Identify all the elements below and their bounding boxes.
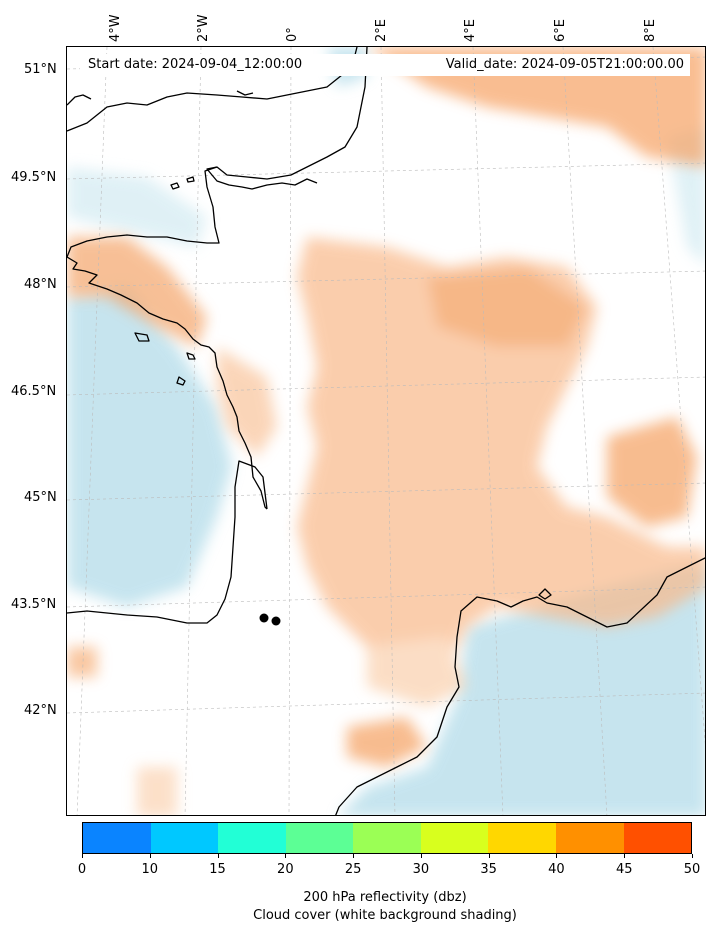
colorbar-tickmark — [624, 854, 626, 858]
lon-label: 4°E — [463, 19, 478, 42]
colorbar-tickmark — [149, 854, 151, 858]
colorbar-tickmark — [285, 854, 287, 858]
station-marker — [259, 613, 269, 623]
start-date-label: Start date: 2024-09-04_12:00:00 — [88, 57, 303, 72]
colorbar-tick-label: 15 — [209, 862, 226, 877]
colorbar-tick-label: 25 — [344, 862, 362, 877]
valid-date-label: Valid_date: 2024-09-05T21:00:00.00 — [445, 57, 684, 72]
map-canvas — [67, 47, 705, 815]
colorbar-segment — [555, 823, 624, 853]
station-marker — [271, 616, 281, 626]
station-markers — [259, 613, 281, 626]
colorbar-tickmark — [488, 854, 490, 858]
colorbar-segment — [353, 823, 421, 853]
colorbar-segment — [83, 823, 151, 853]
colorbar-tickmark — [556, 854, 558, 858]
colorbar-tick-label: 50 — [683, 862, 701, 877]
colorbar-tick-label: 35 — [480, 862, 497, 877]
coastlines — [67, 47, 705, 815]
lat-label: 45°N — [24, 490, 57, 505]
lon-label: 6°E — [553, 19, 568, 42]
colorbar-tick-label: 20 — [277, 862, 294, 877]
colorbar-sublabel: Cloud cover (white background shading) — [253, 908, 517, 923]
colorbar-tickmark — [692, 854, 693, 858]
colorbar-tick-label: 10 — [141, 862, 159, 877]
colorbar-tick-label: 40 — [548, 862, 565, 877]
colorbar-segment — [218, 823, 286, 853]
colorbar-tick-label: 30 — [412, 862, 430, 877]
colorbar-tickmark — [82, 854, 83, 858]
colorbar-segment — [623, 823, 692, 853]
colorbar-tick-label: 0 — [77, 862, 87, 877]
lat-label: 48°N — [24, 277, 57, 292]
lat-label: 43.5°N — [11, 597, 57, 612]
lat-label: 46.5°N — [11, 384, 57, 399]
colorbar-tick-label: 45 — [615, 862, 633, 877]
lat-label: 42°N — [24, 703, 57, 718]
date-banner: Start date: 2024-09-04_12:00:00 Valid_da… — [80, 54, 690, 76]
lon-label: 2°E — [374, 19, 389, 42]
high-cloud-layer — [67, 47, 705, 815]
colorbar-tickmark — [420, 854, 422, 858]
colorbar-segment — [150, 823, 219, 853]
map-area[interactable] — [66, 46, 706, 816]
lon-label: 0° — [285, 27, 300, 42]
lon-label: 4°W — [108, 14, 123, 42]
colorbar-tickmark — [353, 854, 355, 858]
colorbar-segment — [420, 823, 489, 853]
colorbar-segment — [488, 823, 556, 853]
colorbar-label: 200 hPa reflectivity (dbz) — [303, 890, 467, 905]
lon-label: 2°W — [196, 14, 211, 42]
colorbar-segment — [285, 823, 354, 853]
lat-label: 51°N — [24, 62, 57, 77]
colorbar — [82, 822, 692, 854]
lat-label: 49.5°N — [11, 170, 57, 185]
lon-label: 8°E — [643, 19, 658, 42]
colorbar-tickmark — [217, 854, 219, 858]
